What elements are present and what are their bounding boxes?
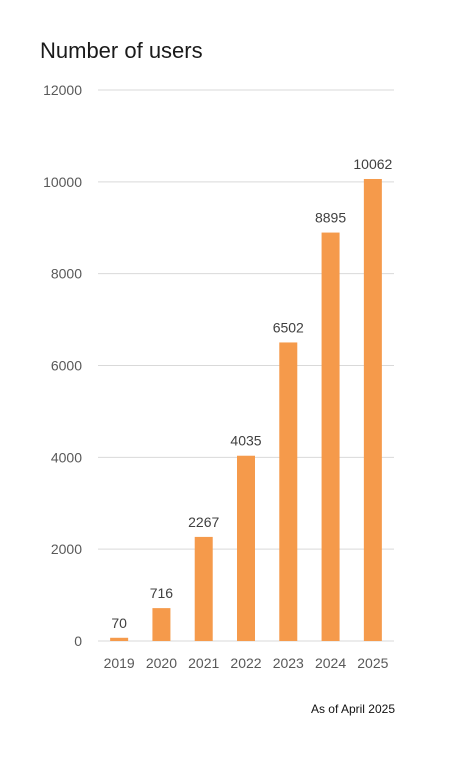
data-label-2025: 10062 — [353, 156, 392, 172]
bar-2025 — [363, 178, 382, 641]
y-axis-tick-labels: 0 2000 4000 6000 8000 10000 12000 — [43, 82, 82, 649]
bar-2022 — [237, 455, 255, 641]
bar-2024 — [321, 232, 340, 642]
data-labels: 70 716 2267 4035 6502 8895 10062 — [111, 156, 392, 631]
x-tick-label-2022: 2022 — [230, 655, 261, 671]
y-tick-label: 8000 — [51, 266, 82, 282]
data-label-2019: 70 — [111, 615, 127, 631]
bar-2020 — [152, 608, 171, 641]
data-label-2020: 716 — [150, 585, 174, 601]
bar-2023 — [279, 342, 298, 641]
x-tick-label-2021: 2021 — [188, 655, 219, 671]
x-axis-tick-labels: 2019 2020 2021 2022 2023 2024 2025 — [104, 655, 389, 671]
data-label-2022: 4035 — [230, 433, 261, 449]
chart-title: Number of users — [40, 38, 203, 63]
footnote: As of April 2025 — [310, 702, 395, 716]
x-tick-label-2024: 2024 — [315, 655, 346, 671]
bar-2019 — [110, 637, 129, 641]
y-tick-label: 2000 — [51, 541, 82, 557]
y-tick-label: 6000 — [51, 358, 82, 374]
x-tick-label-2025: 2025 — [357, 655, 388, 671]
y-tick-label: 0 — [74, 633, 82, 649]
x-tick-label-2020: 2020 — [146, 655, 177, 671]
data-label-2023: 6502 — [273, 319, 304, 335]
bars — [110, 178, 382, 642]
x-tick-label-2019: 2019 — [104, 655, 135, 671]
data-label-2021: 2267 — [188, 514, 219, 530]
y-tick-label: 4000 — [51, 449, 82, 465]
y-tick-label: 10000 — [43, 174, 82, 190]
y-tick-label: 12000 — [43, 82, 82, 98]
x-tick-label-2023: 2023 — [273, 655, 304, 671]
bar-2021 — [194, 536, 213, 641]
data-label-2024: 8895 — [315, 210, 346, 226]
